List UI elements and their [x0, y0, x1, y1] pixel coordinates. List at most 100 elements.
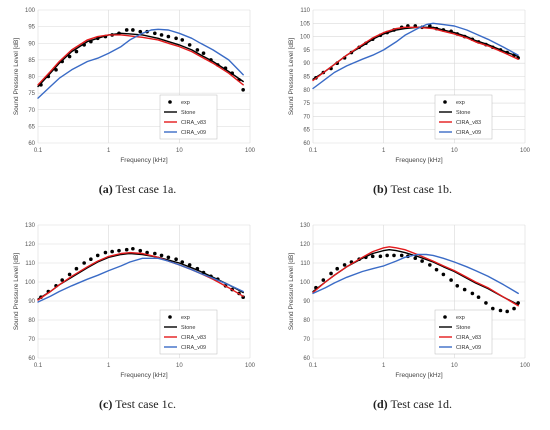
exp-data-point [201, 51, 206, 56]
x-tick-label: 100 [245, 148, 256, 154]
legend-label: exp [456, 100, 465, 106]
legend-label: CIRA_v09 [456, 345, 481, 351]
chart-panel-a: 60 65 70 75 80 85 90 95 100 0.1 1 10 100 Frequency [k… [0, 0, 275, 215]
chart-panel-c: 60 70 80 90 100 110 120 130 0.1 1 10 100 Frequency [… [0, 215, 275, 430]
x-tick-label: 10 [176, 363, 183, 369]
legend-marker [443, 100, 447, 104]
x-tick-label: 100 [520, 363, 531, 369]
y-tick-label: 100 [300, 280, 311, 286]
exp-data-point [103, 250, 108, 255]
exp-data-point [321, 278, 326, 282]
x-tick-label: 0.1 [309, 363, 318, 369]
exp-data-point [67, 272, 72, 277]
exp-data-point [335, 266, 339, 271]
caption-label: (a) [98, 182, 113, 196]
x-tick-label: 100 [245, 363, 256, 369]
x-tick-label: 10 [451, 148, 458, 154]
exp-data-point [145, 250, 149, 255]
exp-data-point [124, 28, 129, 32]
y-tick-label: 130 [300, 223, 311, 229]
x-axis-label: Frequency [kHz] [395, 157, 443, 164]
exp-data-point [392, 253, 396, 258]
chart-a: 60 65 70 75 80 85 90 95 100 0.1 1 10 100 Frequency [k… [13, 8, 256, 164]
exp-data-point [462, 287, 467, 292]
exp-data-point [60, 278, 64, 282]
y-tick-label: 60 [28, 356, 35, 362]
chart-panel-d: 60 70 80 90 100 110 120 130 0.1 1 10 100 Frequency [… [275, 215, 550, 430]
y-tick-label: 100 [25, 8, 36, 14]
exp-data-point [174, 36, 178, 41]
exp-data-point [187, 43, 192, 47]
exp-data-point [420, 259, 424, 263]
y-tick-label: 80 [28, 318, 35, 324]
exp-data-point [110, 249, 114, 254]
exp-data-point [67, 54, 72, 59]
exp-data-point [490, 306, 495, 311]
y-tick-label: 95 [28, 25, 35, 31]
exp-data-point [117, 248, 121, 253]
y-axis-label: Sound Pressure Level [dB] [288, 38, 295, 116]
legend-label: CIRA_v83 [456, 335, 481, 341]
caption-label: (d) [373, 397, 388, 411]
legend-label: Stone [456, 110, 470, 116]
y-tick-label: 120 [25, 242, 36, 248]
exp-data-point [95, 253, 100, 258]
exp-data-point [74, 266, 79, 271]
exp-data-point [89, 257, 93, 261]
y-tick-label: 95 [303, 48, 310, 54]
series-line-cira-v83 [312, 246, 519, 307]
legend-label: Stone [456, 325, 470, 331]
y-tick-label: 65 [28, 124, 35, 130]
y-tick-label: 110 [300, 8, 310, 14]
x-tick-label: 1 [107, 363, 111, 369]
legend-label: exp [181, 315, 190, 321]
exp-data-point [385, 253, 389, 258]
x-tick-label: 10 [451, 363, 458, 369]
caption-label: (c) [99, 397, 113, 411]
series-line-stone [312, 26, 519, 80]
y-tick-label: 100 [25, 280, 36, 286]
x-tick-label: 1 [107, 148, 111, 154]
exp-data-point [449, 278, 453, 282]
legend-label: CIRA_v83 [181, 120, 206, 126]
exp-data-point [370, 254, 375, 259]
exp-data-point [428, 263, 432, 267]
caption-c: (c) Test case 1c. [0, 397, 275, 412]
legend-label: Stone [181, 110, 195, 116]
series-line-stone [37, 252, 244, 300]
legend-label: CIRA_v83 [181, 335, 206, 341]
exp-data-point [498, 308, 503, 313]
exp-data-point [74, 49, 79, 54]
exp-data-point [159, 253, 164, 258]
exp-data-point [153, 251, 157, 256]
exp-data-point [470, 291, 475, 296]
exp-data-point [195, 48, 200, 52]
exp-data-point [342, 263, 347, 267]
y-tick-label: 90 [28, 41, 35, 47]
exp-data-point [174, 257, 178, 261]
exp-data-point [138, 248, 143, 253]
series-line-cira-v09 [37, 28, 244, 99]
legend-label: exp [456, 315, 465, 321]
exp-data-point [180, 38, 185, 42]
y-axis-label: Sound Pressure Level [dB] [13, 38, 20, 116]
y-tick-label: 120 [300, 242, 311, 248]
caption-text: Test case 1d. [390, 397, 452, 411]
exp-data-point [131, 246, 135, 251]
legend-marker [443, 315, 447, 319]
exp-data-point [180, 260, 185, 264]
y-tick-label: 75 [303, 101, 310, 107]
x-tick-label: 0.1 [34, 363, 43, 369]
y-tick-label: 70 [28, 337, 35, 343]
exp-data-point [512, 306, 516, 311]
series-line-cira-v09 [37, 257, 244, 303]
exp-data-point [82, 261, 86, 265]
series-line-stone [37, 32, 244, 88]
exp-data-point [166, 34, 171, 39]
exp-data-point [131, 28, 135, 32]
chart-panel-b: 60 65 70 75 80 85 90 95 100 105 110 0.1 1 10 100 Freque… [275, 0, 550, 215]
y-tick-label: 65 [303, 128, 310, 134]
caption-d: (d) Test case 1d. [275, 397, 550, 412]
legend-marker [168, 100, 172, 104]
